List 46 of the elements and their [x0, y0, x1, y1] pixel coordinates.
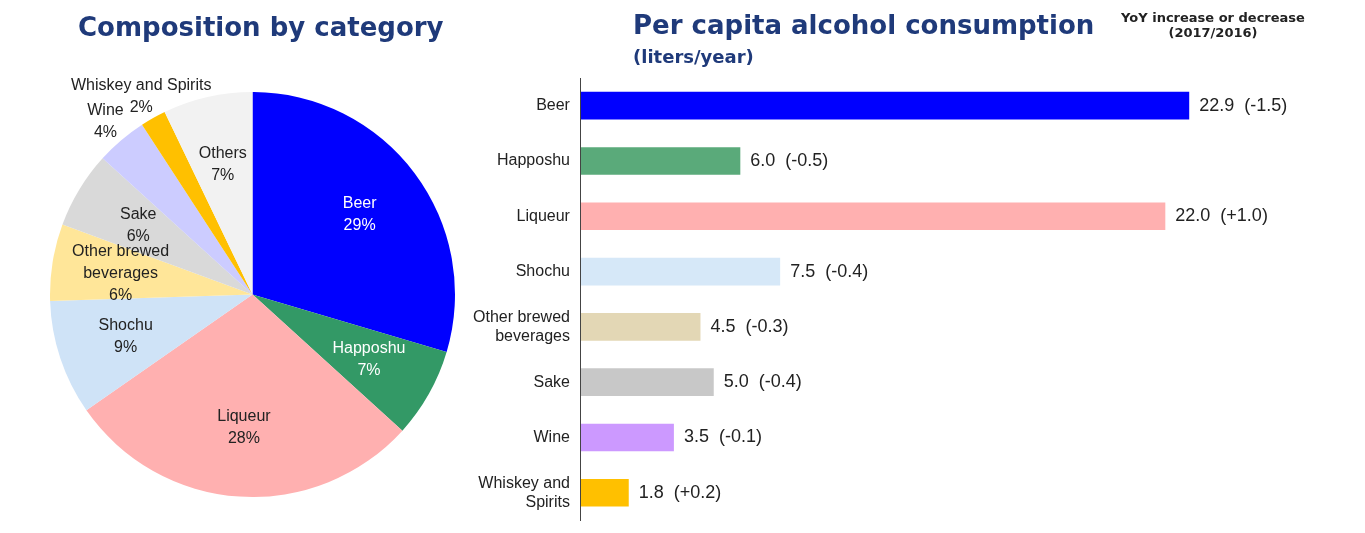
slice-label: Beer — [342, 193, 378, 211]
slice-label: Whiskey and Spirits — [70, 76, 212, 94]
y-tick-label: Shochu — [515, 261, 570, 279]
data-label: 7% — [211, 165, 235, 183]
bar — [580, 91, 1190, 120]
data-label: 6% — [126, 226, 150, 244]
data-label: 5.0 (-0.4) — [723, 371, 802, 392]
slice-label: Other brewed beverages — [72, 241, 170, 281]
data-label: 9% — [114, 338, 138, 356]
y-tick-label: Wine — [533, 427, 571, 445]
data-label: 4.5 (-0.3) — [710, 315, 789, 336]
bar — [580, 257, 781, 286]
data-label: 22.0 (+1.0) — [1175, 205, 1268, 226]
slice-label: Shochu — [98, 316, 153, 334]
data-label: 3.5 (-0.1) — [683, 426, 762, 447]
slice-label: Wine — [87, 101, 124, 119]
slice-label: Happoshu — [332, 339, 406, 357]
bar — [580, 202, 1166, 231]
y-tick-label: Other brewed beverages — [473, 307, 570, 344]
y-tick-label: Sake — [533, 372, 571, 390]
chart-title: Per capita alcohol consumption — [633, 10, 1095, 40]
slice-label: Others — [198, 143, 247, 161]
bar — [580, 368, 714, 396]
bar — [580, 423, 674, 452]
bar — [580, 313, 701, 341]
data-label: 29% — [343, 215, 376, 233]
data-label: 28% — [227, 429, 260, 447]
y-tick-label: Liqueur — [516, 206, 571, 224]
bar — [580, 147, 741, 175]
data-label: 7% — [357, 361, 381, 379]
bar — [580, 478, 629, 507]
data-label: 22.9 (-1.5) — [1199, 94, 1288, 115]
data-label: 1.8 (+0.2) — [638, 481, 722, 502]
slice-label: Liqueur — [217, 407, 272, 425]
data-label: 4% — [93, 123, 118, 141]
chart-title: Composition by category — [78, 12, 444, 42]
data-label: 2% — [129, 98, 153, 116]
slice-label: Sake — [119, 204, 157, 222]
y-tick-label: Beer — [536, 96, 571, 114]
data-label: 6.0 (-0.5) — [750, 149, 829, 170]
text: YoY increase or decrease (2017/2016) — [1120, 10, 1306, 40]
data-label: 6% — [109, 285, 133, 303]
y-tick-label: Whiskey and Spirits — [478, 473, 570, 510]
data-label: 7.5 (-0.4) — [790, 260, 869, 281]
chart-subtitle: (liters/year) — [633, 46, 754, 67]
y-tick-label: Happoshu — [496, 151, 570, 169]
